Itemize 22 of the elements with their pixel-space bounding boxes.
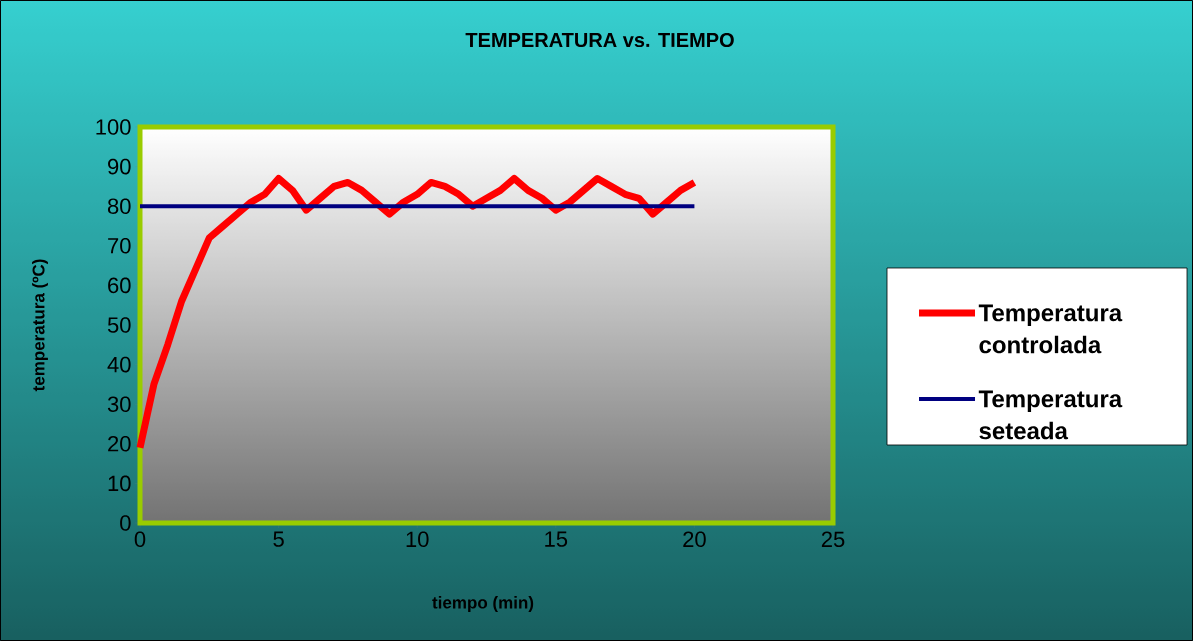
y-tick-label: 80 — [107, 198, 131, 214]
x-tick-label: 0 — [134, 531, 146, 548]
y-tick-label: 40 — [107, 356, 131, 373]
x-tick-label: 10 — [406, 531, 429, 548]
y-tick-label: 70 — [108, 238, 131, 254]
legend-label: Temperatura seteada — [978, 390, 1123, 440]
y-tick-label: 50 — [107, 317, 131, 333]
x-tick-label: 20 — [683, 531, 706, 548]
x-axis-title: tiempo (min) — [432, 596, 534, 612]
x-tick-label: 15 — [545, 531, 568, 547]
legend-label: Temperatura controlada — [978, 304, 1123, 354]
y-tick-label: 60 — [108, 277, 131, 294]
x-tick-label: 25 — [821, 531, 845, 548]
y-tick-label: 0 — [120, 515, 131, 531]
x-tick-label: 5 — [273, 531, 284, 547]
y-tick-label: 100 — [96, 119, 131, 135]
y-axis-title: temperatura (ºC) — [32, 259, 48, 392]
y-tick-label: 10 — [108, 475, 131, 492]
y-tick-label: 20 — [108, 436, 131, 452]
y-tick-label: 90 — [108, 158, 131, 175]
y-tick-label: 30 — [107, 396, 131, 412]
chart-title: TEMPERATURA vs. TIEMPO — [465, 32, 734, 48]
